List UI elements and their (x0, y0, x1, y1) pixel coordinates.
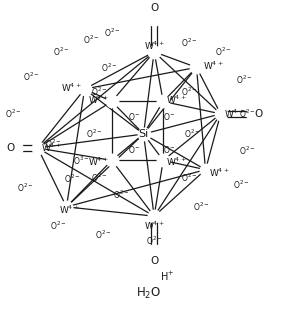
Text: O$^{2-}$: O$^{2-}$ (239, 145, 255, 157)
Text: O$^{2-}$: O$^{2-}$ (50, 219, 66, 232)
Text: O$^{-}$: O$^{-}$ (128, 111, 140, 122)
Text: W$^{4+}$: W$^{4+}$ (41, 142, 62, 154)
Text: O$^{2-}$: O$^{2-}$ (181, 171, 198, 184)
Text: W$^{4+}$: W$^{4+}$ (144, 39, 165, 52)
Text: O: O (150, 3, 158, 13)
Text: O$^{2-}$: O$^{2-}$ (185, 128, 201, 140)
Text: W$^{4+}$: W$^{4+}$ (166, 94, 187, 106)
Text: O$^{2-}$: O$^{2-}$ (86, 128, 103, 140)
Text: O$^{2-}$: O$^{2-}$ (215, 46, 231, 58)
Text: H$_2$O: H$_2$O (136, 286, 161, 301)
Text: W$^{4+}$: W$^{4+}$ (88, 94, 109, 106)
Text: O$^{2-}$: O$^{2-}$ (17, 182, 33, 194)
Text: O$^{2-}$: O$^{2-}$ (83, 33, 100, 46)
Text: O$^{2-}$: O$^{2-}$ (233, 179, 249, 191)
Text: W$^{4+}$: W$^{4+}$ (203, 59, 223, 72)
Text: W$^{4+}$: W$^{4+}$ (144, 219, 165, 232)
Text: Si: Si (138, 129, 149, 139)
Text: O$^{2-}$: O$^{2-}$ (91, 171, 107, 184)
Text: O$^{-}$: O$^{-}$ (163, 144, 175, 155)
Text: O$^{2-}$: O$^{2-}$ (114, 188, 130, 201)
Text: O$^{2-}$: O$^{2-}$ (181, 36, 198, 49)
Text: O$^{2-}$: O$^{2-}$ (104, 27, 121, 39)
Text: O$^{-}$: O$^{-}$ (163, 111, 175, 122)
Text: O$^{2-}$: O$^{2-}$ (236, 74, 252, 86)
Text: W$^{4+}$: W$^{4+}$ (209, 167, 230, 179)
Text: O: O (150, 256, 158, 266)
Text: O$^{2-}$: O$^{2-}$ (64, 173, 80, 185)
Text: O$^{2-}$: O$^{2-}$ (101, 61, 118, 74)
Text: O$^{2-}$: O$^{2-}$ (95, 228, 112, 241)
Text: O$^{-}$: O$^{-}$ (128, 144, 140, 155)
Text: O$^{2-}$: O$^{2-}$ (193, 201, 210, 213)
Text: O: O (7, 143, 15, 153)
Text: W$^{4+}$: W$^{4+}$ (166, 156, 187, 168)
Text: O$^{2-}$: O$^{2-}$ (146, 235, 162, 247)
Text: O$^{2-}$: O$^{2-}$ (23, 70, 39, 83)
Text: O$^{2-}$: O$^{2-}$ (239, 108, 255, 120)
Text: O$^{2-}$: O$^{2-}$ (181, 86, 198, 98)
Text: O$^{2-}$: O$^{2-}$ (91, 86, 107, 98)
Text: W$^{4+}$: W$^{4+}$ (88, 156, 109, 168)
Text: W$^{4+}$: W$^{4+}$ (61, 81, 82, 94)
Text: O$^{3-}$: O$^{3-}$ (73, 154, 89, 167)
Text: W$^{4+}$: W$^{4+}$ (224, 108, 244, 120)
Text: W$^{4+}$: W$^{4+}$ (59, 204, 80, 216)
Text: O$^{2-}$: O$^{2-}$ (53, 46, 69, 58)
Text: O$^{2-}$: O$^{2-}$ (5, 108, 21, 120)
Text: O$^{2-}$: O$^{2-}$ (45, 137, 62, 150)
Text: O: O (254, 109, 262, 119)
Text: H$^{+}$: H$^{+}$ (160, 270, 174, 283)
